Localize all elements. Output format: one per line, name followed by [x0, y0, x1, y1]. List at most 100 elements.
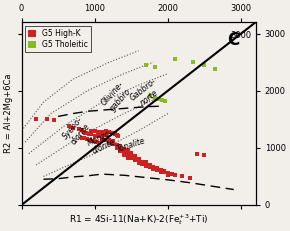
Point: [111, 143, 115, 146]
Point: [114, 134, 119, 137]
Point: [213, 67, 218, 71]
Point: [92, 129, 97, 133]
Point: [151, 165, 155, 169]
Point: [116, 135, 120, 138]
Point: [52, 118, 57, 122]
Point: [89, 129, 93, 133]
Point: [133, 158, 137, 162]
Point: [122, 150, 126, 154]
Point: [136, 161, 141, 165]
Point: [169, 172, 174, 175]
Point: [162, 170, 166, 174]
Point: [155, 168, 159, 171]
Point: [125, 148, 130, 151]
Point: [144, 63, 148, 67]
Point: [111, 131, 115, 135]
Point: [147, 95, 152, 98]
X-axis label: R1 = 4Si-11(Na+K)-2(Fe$^{+3}_{t}$+Ti): R1 = 4Si-11(Na+K)-2(Fe$^{+3}_{t}$+Ti): [69, 212, 209, 227]
Point: [156, 97, 161, 100]
Point: [82, 136, 87, 140]
Point: [103, 129, 108, 133]
Point: [162, 169, 166, 173]
Point: [147, 165, 152, 169]
Point: [133, 157, 137, 161]
Text: Syeno-
diorite: Syeno- diorite: [61, 115, 93, 147]
Point: [67, 124, 71, 128]
Text: Tonalite: Tonalite: [116, 136, 147, 154]
Text: 3000: 3000: [230, 31, 251, 40]
Point: [34, 117, 39, 121]
Point: [180, 175, 185, 178]
Point: [76, 127, 81, 131]
Point: [107, 139, 112, 142]
Point: [89, 132, 93, 136]
Point: [144, 163, 148, 166]
Point: [173, 58, 177, 61]
Point: [166, 171, 170, 175]
Point: [140, 160, 145, 163]
Point: [158, 168, 163, 172]
Point: [92, 135, 97, 138]
Point: [111, 139, 115, 143]
Point: [84, 131, 88, 135]
Point: [129, 151, 134, 155]
Point: [94, 140, 99, 144]
Legend: G5 High-K, G5 Tholeitic: G5 High-K, G5 Tholeitic: [25, 26, 91, 52]
Point: [79, 128, 84, 132]
Point: [45, 117, 49, 121]
Point: [100, 137, 104, 141]
Point: [158, 170, 163, 174]
Point: [118, 144, 123, 147]
Point: [86, 132, 91, 135]
Point: [136, 157, 141, 161]
Y-axis label: R2 = Al+2Mg+6Ca: R2 = Al+2Mg+6Ca: [4, 74, 13, 153]
Point: [85, 137, 90, 140]
Point: [147, 163, 152, 167]
Point: [107, 141, 112, 145]
Text: Gabbro-
norte: Gabbro- norte: [128, 77, 164, 110]
Point: [125, 153, 130, 157]
Point: [100, 134, 104, 137]
Point: [155, 166, 159, 170]
Point: [96, 134, 101, 138]
Point: [188, 176, 192, 179]
Point: [160, 98, 164, 102]
Text: Monzo-
diorite: Monzo- diorite: [86, 128, 118, 156]
Point: [114, 143, 119, 147]
Point: [113, 132, 117, 136]
Point: [140, 162, 145, 166]
Point: [163, 99, 167, 103]
Point: [129, 154, 134, 158]
Point: [133, 155, 137, 158]
Point: [103, 133, 108, 137]
Point: [91, 139, 95, 143]
Text: C: C: [228, 31, 240, 49]
Point: [114, 146, 119, 150]
Point: [151, 167, 155, 171]
Text: Olivine-
gabbro: Olivine- gabbro: [100, 79, 133, 114]
Point: [100, 130, 104, 134]
Point: [103, 138, 108, 142]
Point: [96, 130, 101, 134]
Point: [152, 65, 157, 69]
Point: [122, 147, 126, 151]
Point: [125, 151, 130, 154]
Point: [70, 127, 75, 130]
Point: [82, 130, 87, 134]
Point: [195, 152, 200, 155]
Point: [129, 156, 134, 160]
Point: [118, 149, 123, 153]
Point: [144, 164, 148, 168]
Point: [79, 136, 84, 140]
Point: [144, 160, 148, 164]
Point: [107, 131, 112, 134]
Point: [136, 159, 141, 163]
Point: [173, 173, 177, 177]
Point: [202, 63, 207, 67]
Point: [166, 173, 170, 176]
Point: [202, 153, 207, 157]
Point: [88, 138, 93, 142]
Point: [97, 141, 101, 145]
Point: [125, 156, 130, 159]
Point: [152, 96, 157, 100]
